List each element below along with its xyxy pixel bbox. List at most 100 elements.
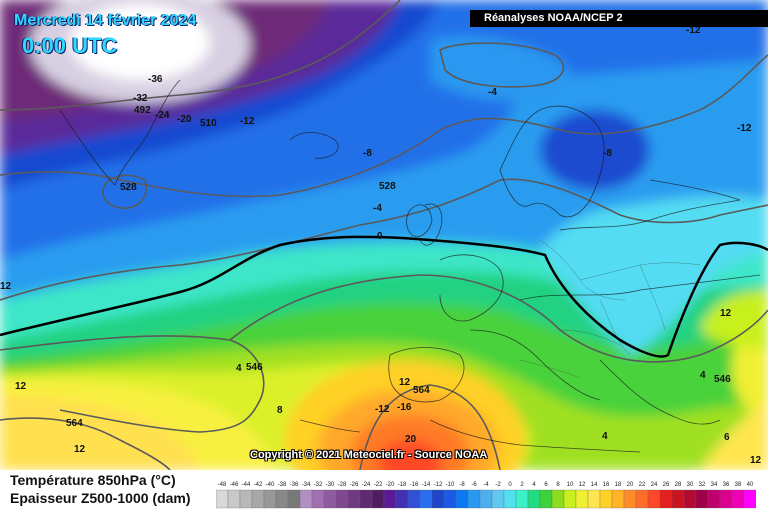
temperature-labels: -36 -32 -24 -20 -12 -8 -4 -4 -8 -12 -12 …	[0, 25, 762, 466]
scale-swatch	[407, 489, 421, 509]
scale-swatch	[419, 489, 433, 509]
contour-label: -16	[397, 402, 412, 413]
scale-swatch	[575, 489, 589, 509]
scale-swatch	[263, 489, 277, 509]
contour-label: -24	[155, 110, 170, 121]
contour-label: 6	[724, 432, 730, 443]
legend-temperature-label: Température 850hPa (°C)	[10, 472, 176, 488]
scale-swatch	[623, 489, 637, 509]
scale-tick-label: -14	[422, 482, 431, 488]
scale-swatch	[707, 489, 721, 509]
scale-tick-label: -42	[254, 482, 263, 488]
contour-label: 4	[602, 431, 608, 442]
scale-tick-label: 12	[579, 482, 586, 488]
temperature-field	[0, 0, 768, 470]
scale-tick-label: 34	[711, 482, 718, 488]
contour-label: 4	[700, 370, 706, 381]
zero-isotherm	[0, 235, 768, 358]
scale-swatch	[743, 489, 756, 509]
scale-tick-label: -20	[386, 482, 395, 488]
contour-label: 546	[714, 374, 731, 385]
scale-tick-label: -26	[350, 482, 359, 488]
scale-swatch	[515, 489, 529, 509]
weather-map: -36 -32 -24 -20 -12 -8 -4 -4 -8 -12 -12 …	[0, 0, 768, 470]
contour-label: -8	[603, 148, 612, 159]
scale-tick-label: -46	[230, 482, 239, 488]
contour-label: 564	[66, 418, 83, 429]
contour-label: 528	[379, 181, 396, 192]
contour-label: -4	[373, 203, 382, 214]
scale-tick-label: -38	[278, 482, 287, 488]
scale-tick-label: 36	[723, 482, 730, 488]
scale-swatch	[287, 489, 301, 509]
contour-label: -12	[375, 404, 390, 415]
scale-swatch	[347, 489, 361, 509]
scale-swatch	[563, 489, 577, 509]
scale-tick-label: 4	[532, 482, 536, 488]
contour-label: 12	[74, 444, 86, 455]
scale-swatch	[395, 489, 409, 509]
scale-tick-label: 16	[603, 482, 610, 488]
scale-tick-label: -34	[302, 482, 311, 488]
color-scale: -48 -46 -44 -42 -40 -38 -36 -34 -32 -30 -28 -26 -24-…	[216, 482, 756, 509]
contour-label: -12	[240, 116, 255, 127]
scale-tick-label: -10	[446, 482, 455, 488]
map-time: 0:00 UTC	[22, 33, 118, 58]
scale-tick-label: -22	[374, 482, 383, 488]
contour-label: 12	[720, 308, 732, 319]
contour-label: -12	[737, 123, 752, 134]
scale-tick-label: 22	[639, 482, 646, 488]
scale-swatch	[431, 489, 445, 509]
scale-tick-label: 28	[675, 482, 682, 488]
contour-label: -8	[363, 148, 372, 159]
scale-tick-label: -12	[434, 482, 443, 488]
thickness-labels: 492 510 528 528 546 546 564 564	[66, 105, 731, 429]
scale-swatch	[491, 489, 505, 509]
scale-swatch	[539, 489, 553, 509]
scale-tick-label: -44	[242, 482, 251, 488]
scale-tick-label: -40	[266, 482, 275, 488]
scale-swatch	[216, 489, 229, 509]
scale-swatch	[311, 489, 325, 509]
scale-tick-label: 8	[556, 482, 560, 488]
scale-tick-label: 20	[627, 482, 634, 488]
scale-swatch	[335, 489, 349, 509]
scale-swatch	[731, 489, 745, 509]
scale-tick-label: 24	[651, 482, 658, 488]
contour-label: 0	[377, 231, 383, 242]
contour-label: 12	[399, 377, 411, 388]
scale-tick-label: 0	[508, 482, 512, 488]
scale-tick-label: 18	[615, 482, 622, 488]
scale-tick-label: -30	[326, 482, 335, 488]
scale-tick-label: -6	[471, 482, 477, 488]
scale-tick-label: -36	[290, 482, 299, 488]
scale-swatch	[719, 489, 733, 509]
scale-swatch	[383, 489, 397, 509]
scale-tick-label: -4	[483, 482, 489, 488]
scale-tick-label: -32	[314, 482, 323, 488]
scale-tick-label: 2	[520, 482, 524, 488]
contour-label: -20	[177, 114, 192, 125]
scale-tick-label: 10	[567, 482, 574, 488]
scale-swatch	[659, 489, 673, 509]
scale-swatch	[503, 489, 517, 509]
scale-tick-label: -48	[218, 482, 227, 488]
scale-tick-label: 6	[544, 482, 548, 488]
source-label: Réanalyses NOAA/NCEP 2	[470, 10, 768, 27]
contour-label: 20	[405, 434, 417, 445]
scale-tick-label: 14	[591, 482, 598, 488]
contour-label: -12	[686, 25, 701, 36]
scale-swatch	[599, 489, 613, 509]
scale-swatch	[683, 489, 697, 509]
scale-swatch	[695, 489, 709, 509]
contour-label: -36	[148, 74, 163, 85]
scale-swatch	[527, 489, 541, 509]
scale-tick-label: -8	[459, 482, 465, 488]
scale-swatch	[455, 489, 469, 509]
scale-swatch	[323, 489, 337, 509]
contour-label: 528	[120, 182, 137, 193]
scale-swatch	[551, 489, 565, 509]
scale-tick-label: -18	[398, 482, 407, 488]
scale-tick-label: 32	[699, 482, 706, 488]
